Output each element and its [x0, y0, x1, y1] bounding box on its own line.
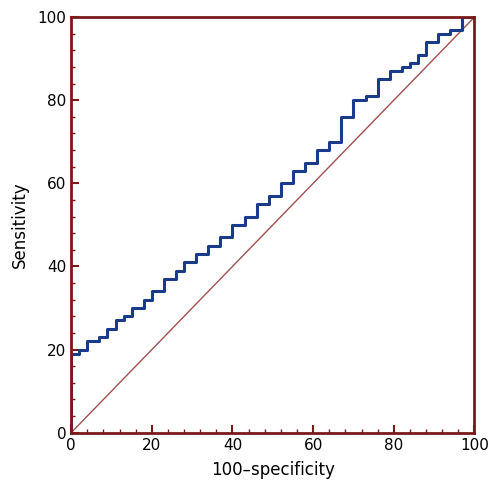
- Y-axis label: Sensitivity: Sensitivity: [11, 182, 29, 268]
- X-axis label: 100–specificity: 100–specificity: [211, 461, 335, 479]
